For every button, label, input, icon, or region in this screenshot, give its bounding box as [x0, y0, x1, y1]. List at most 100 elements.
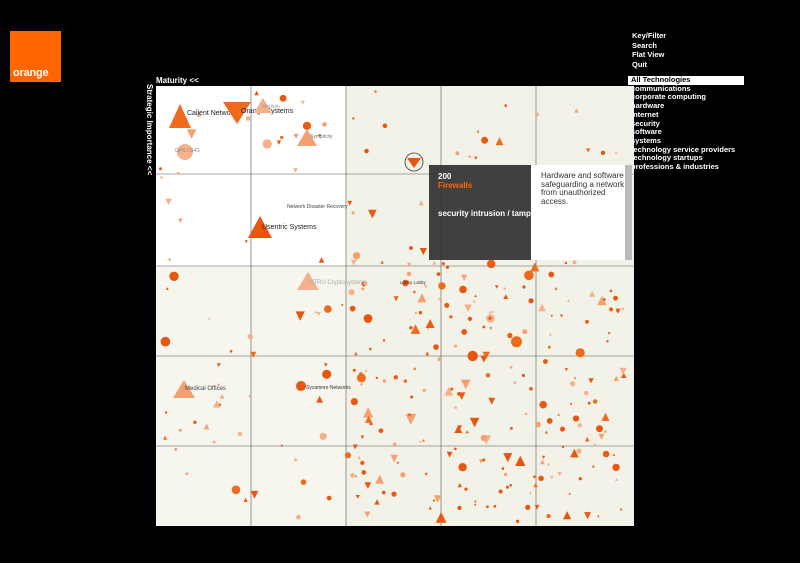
- technology-marker[interactable]: [468, 155, 472, 158]
- technology-marker[interactable]: [576, 448, 582, 454]
- technology-marker[interactable]: [474, 503, 477, 507]
- technology-marker[interactable]: [467, 316, 472, 321]
- technology-marker[interactable]: [521, 373, 525, 378]
- technology-marker[interactable]: [546, 418, 553, 424]
- filter-corporate-computing[interactable]: corporate computing: [631, 92, 707, 102]
- technology-marker[interactable]: [615, 308, 621, 314]
- technology-marker[interactable]: [279, 94, 287, 102]
- technology-marker[interactable]: [364, 482, 372, 489]
- technology-marker[interactable]: [454, 344, 457, 348]
- technology-marker[interactable]: [322, 122, 327, 127]
- technology-marker[interactable]: [606, 340, 609, 343]
- technology-marker[interactable]: [352, 117, 355, 120]
- technology-marker[interactable]: [405, 413, 417, 425]
- technology-marker[interactable]: [212, 440, 216, 444]
- technology-marker[interactable]: [438, 282, 446, 290]
- technology-marker[interactable]: [229, 350, 233, 353]
- filter-systems[interactable]: systems: [631, 135, 662, 145]
- technology-marker[interactable]: [163, 435, 168, 440]
- filter-all-technologies[interactable]: All Technologies: [628, 75, 744, 85]
- technology-marker[interactable]: [498, 489, 503, 494]
- technology-marker[interactable]: [410, 324, 421, 334]
- technology-marker[interactable]: [550, 475, 554, 480]
- technology-marker[interactable]: [602, 450, 610, 458]
- technology-marker[interactable]: [360, 435, 365, 440]
- technology-marker[interactable]: [245, 116, 251, 121]
- technology-marker[interactable]: [262, 139, 272, 149]
- technology-marker[interactable]: [391, 491, 397, 497]
- technology-marker[interactable]: [318, 257, 325, 263]
- technology-marker[interactable]: [503, 294, 509, 299]
- technology-marker[interactable]: [402, 279, 409, 287]
- medical-offices-marker[interactable]: [173, 380, 195, 398]
- technology-marker[interactable]: [364, 415, 373, 423]
- technology-marker[interactable]: [600, 150, 606, 155]
- technology-marker[interactable]: [612, 453, 616, 456]
- technology-marker[interactable]: [324, 305, 332, 313]
- technology-marker[interactable]: [295, 311, 305, 321]
- technology-marker[interactable]: [607, 332, 611, 335]
- technology-marker[interactable]: [538, 303, 546, 312]
- technology-marker[interactable]: [588, 378, 594, 384]
- technology-marker[interactable]: [352, 444, 358, 450]
- filter-technology-startups[interactable]: technology startups: [631, 153, 703, 163]
- technology-marker[interactable]: [351, 211, 355, 215]
- technology-marker[interactable]: [529, 491, 532, 494]
- technology-marker[interactable]: [422, 388, 426, 392]
- technology-marker[interactable]: [522, 285, 526, 289]
- technology-marker[interactable]: [178, 428, 182, 432]
- usentric-marker[interactable]: [248, 216, 272, 238]
- technology-marker[interactable]: [575, 348, 585, 358]
- technology-marker[interactable]: [486, 505, 489, 509]
- technology-marker[interactable]: [280, 135, 284, 140]
- technology-marker[interactable]: [364, 511, 371, 518]
- technology-marker[interactable]: [461, 329, 468, 335]
- technology-marker[interactable]: [357, 455, 361, 460]
- technology-marker[interactable]: [319, 432, 327, 440]
- technology-marker[interactable]: [437, 357, 442, 362]
- technology-marker[interactable]: [612, 463, 620, 472]
- technology-marker[interactable]: [314, 310, 318, 314]
- technology-marker[interactable]: [280, 444, 284, 448]
- technology-marker[interactable]: [464, 487, 468, 491]
- technology-marker[interactable]: [316, 395, 323, 403]
- technology-marker[interactable]: [413, 290, 416, 294]
- technology-marker[interactable]: [418, 200, 424, 206]
- technology-marker[interactable]: [548, 271, 555, 278]
- technology-marker[interactable]: [506, 485, 509, 489]
- technology-marker[interactable]: [159, 167, 162, 171]
- technology-marker[interactable]: [467, 350, 478, 362]
- technology-marker[interactable]: [615, 478, 618, 481]
- technology-marker[interactable]: [569, 402, 573, 405]
- technology-marker[interactable]: [567, 299, 570, 302]
- technology-marker[interactable]: [347, 200, 353, 206]
- medium-marker[interactable]: [254, 98, 272, 113]
- technology-marker[interactable]: [539, 400, 547, 409]
- technology-marker[interactable]: [368, 209, 377, 219]
- technology-marker[interactable]: [231, 485, 241, 495]
- technology-marker[interactable]: [425, 351, 430, 356]
- technology-marker[interactable]: [550, 314, 554, 318]
- technology-marker[interactable]: [577, 423, 582, 428]
- technology-marker[interactable]: [482, 325, 486, 329]
- technology-marker[interactable]: [417, 293, 427, 303]
- technology-marker[interactable]: [177, 172, 180, 175]
- technology-marker[interactable]: [322, 369, 332, 379]
- technology-marker[interactable]: [382, 379, 387, 383]
- filter-software[interactable]: software: [631, 127, 662, 137]
- technology-marker[interactable]: [360, 383, 363, 386]
- technology-marker[interactable]: [418, 311, 423, 315]
- technology-marker[interactable]: [584, 390, 589, 396]
- technology-marker[interactable]: [604, 430, 607, 433]
- menu-flat-view[interactable]: Flat View: [632, 50, 665, 59]
- technology-marker[interactable]: [464, 304, 472, 313]
- technology-marker[interactable]: [169, 271, 179, 281]
- technology-marker[interactable]: [474, 294, 477, 298]
- technology-marker[interactable]: [433, 344, 439, 350]
- technology-marker[interactable]: [503, 287, 507, 290]
- technology-marker[interactable]: [597, 295, 607, 306]
- filter-security[interactable]: security: [631, 118, 660, 128]
- technology-marker[interactable]: [524, 411, 528, 415]
- technology-marker[interactable]: [522, 329, 528, 335]
- technology-marker[interactable]: [410, 395, 414, 399]
